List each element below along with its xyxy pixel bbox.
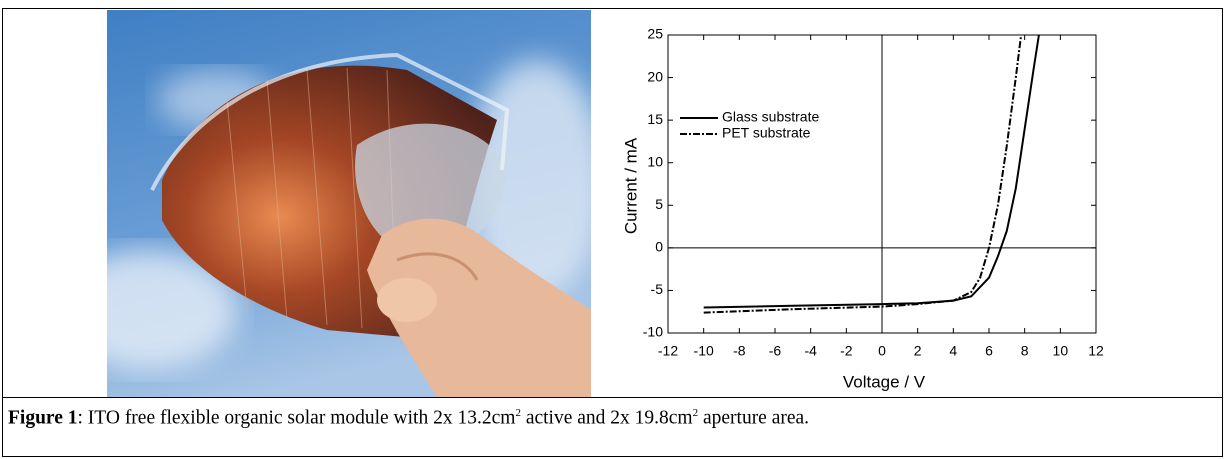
y-tick-label: -10: [643, 324, 663, 340]
separator: [3, 397, 1222, 398]
y-tick-label: 15: [647, 111, 663, 127]
x-tick-label: -8: [733, 343, 746, 359]
legend-label: Glass substrate: [722, 109, 819, 125]
page: Figure 1: ITO free flexible organic sola…: [0, 0, 1226, 459]
x-tick-label: -10: [694, 343, 714, 359]
x-tick-label: 0: [878, 343, 886, 359]
x-tick-label: -6: [769, 343, 782, 359]
x-tick-label: -4: [804, 343, 817, 359]
series-line: [704, 35, 1039, 308]
x-tick-label: -12: [658, 343, 678, 359]
caption-label: Figure 1: [8, 408, 78, 429]
x-tick-label: 4: [949, 343, 957, 359]
photo: [107, 10, 591, 397]
legend-label: PET substrate: [722, 125, 811, 141]
y-tick-label: 20: [647, 68, 663, 84]
x-tick-label: 12: [1088, 343, 1104, 359]
y-axis-label: Current / mA: [621, 137, 640, 234]
y-tick-label: 5: [655, 196, 663, 212]
caption-text: aperture area.: [698, 408, 809, 429]
caption: Figure 1: ITO free flexible organic sola…: [8, 401, 1216, 431]
y-tick-label: 0: [655, 239, 663, 255]
x-tick-label: 8: [1021, 343, 1029, 359]
y-tick-label: 25: [647, 26, 663, 42]
x-tick-label: 2: [914, 343, 922, 359]
caption-text: active and 2x 19.8cm: [521, 408, 693, 429]
chart: Voltage / V Current / mA -12 -10 -8 -6 -4 -2 0…: [600, 6, 1120, 396]
x-tick-label: 10: [1053, 343, 1069, 359]
x-tick-label: -2: [840, 343, 853, 359]
y-tick-label: 10: [647, 153, 663, 169]
caption-text: : ITO free flexible organic solar module…: [78, 408, 516, 429]
y-tick-label: -5: [651, 281, 664, 297]
series-line: [704, 35, 1021, 313]
x-tick-label: 6: [985, 343, 993, 359]
x-axis-label: Voltage / V: [843, 372, 926, 391]
